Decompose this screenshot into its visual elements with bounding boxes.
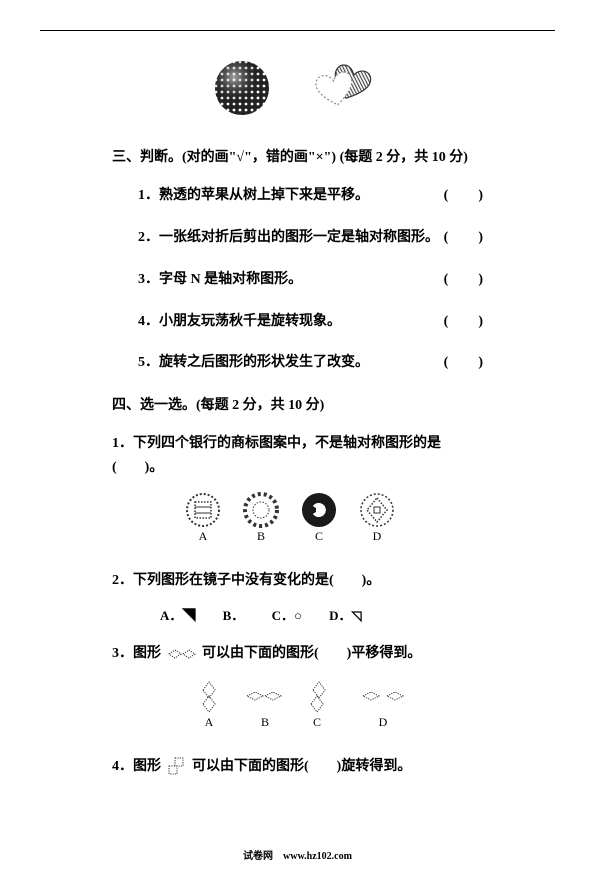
q3-options-shapes: A B C D [183,678,413,732]
q2-text: 2．下列图形在镜子中没有变化的是( )。 [112,569,483,593]
svg-text:B: B [260,715,268,729]
q3-prefix: 3．图形 [112,646,161,661]
q4-inline-shape [167,756,187,776]
top-image-row [112,59,483,117]
q2-options: A．◥ B． C．○ D．◹ [160,605,483,624]
q3-figure: A B C D [112,678,483,737]
tf-item-2: 2．一张纸对折后剪出的图形一定是轴对称图形。 ( ) [138,226,483,250]
tf-text: 5．旋转之后图形的形状发生了改变。 [138,355,369,370]
q4-prefix: 4．图形 [112,759,161,774]
svg-text:A: A [198,529,207,543]
dotted-sphere-image [213,59,271,117]
tf-item-3: 3．字母 N 是轴对称图形。 ( ) [138,268,483,292]
svg-text:A: A [204,715,213,729]
answer-blank[interactable]: ( ) [444,226,491,250]
q2-opt-b[interactable]: B． [223,608,245,623]
svg-text:D: D [378,715,387,729]
tf-item-4: 4．小朋友玩荡秋千是旋转现象。 ( ) [138,310,483,334]
hearts-image [311,63,383,113]
svg-text:D: D [372,529,381,543]
tf-item-1: 1．熟透的苹果从树上掉下来是平移。 ( ) [138,184,483,208]
answer-blank[interactable]: ( ) [444,184,491,208]
tf-text: 1．熟透的苹果从树上掉下来是平移。 [138,188,369,203]
q4-text: 4．图形 可以由下面的图形( )旋转得到。 [112,755,483,779]
q4-suffix: 可以由下面的图形( )旋转得到。 [192,759,411,774]
tf-text: 4．小朋友玩荡秋千是旋转现象。 [138,314,341,329]
q2-opt-c[interactable]: C．○ [272,608,302,623]
page-content: 三、判断。(对的画"√"，错的画"×") (每题 2 分，共 10 分) 1．熟… [40,30,555,830]
tf-text: 2．一张纸对折后剪出的图形一定是轴对称图形。 [138,230,439,245]
page-footer: 试卷网 www.hz102.com [0,847,595,862]
answer-blank[interactable]: ( ) [444,310,491,334]
svg-text:C: C [312,715,320,729]
q3-text: 3．图形 可以由下面的图形( )平移得到。 [112,642,483,666]
q3-inline-shape [167,648,197,660]
q2-opt-d[interactable]: D．◹ [329,608,361,623]
q1-text: 1．下列四个银行的商标图案中，不是轴对称图形的是( )。 [112,432,483,480]
q1-figure: A B C D [112,492,483,551]
q2-opt-a[interactable]: A．◥ [160,608,195,623]
section3-heading: 三、判断。(对的画"√"，错的画"×") (每题 2 分，共 10 分) [112,145,483,170]
tf-item-5: 5．旋转之后图形的形状发生了改变。 ( ) [138,351,483,375]
answer-blank[interactable]: ( ) [444,268,491,292]
section4-heading: 四、选一选。(每题 2 分，共 10 分) [112,393,483,418]
svg-text:C: C [314,529,322,543]
tf-text: 3．字母 N 是轴对称图形。 [138,272,302,287]
svg-text:B: B [256,529,264,543]
q3-suffix: 可以由下面的图形( )平移得到。 [202,646,421,661]
answer-blank[interactable]: ( ) [444,351,491,375]
bank-logos: A B C D [183,492,413,546]
